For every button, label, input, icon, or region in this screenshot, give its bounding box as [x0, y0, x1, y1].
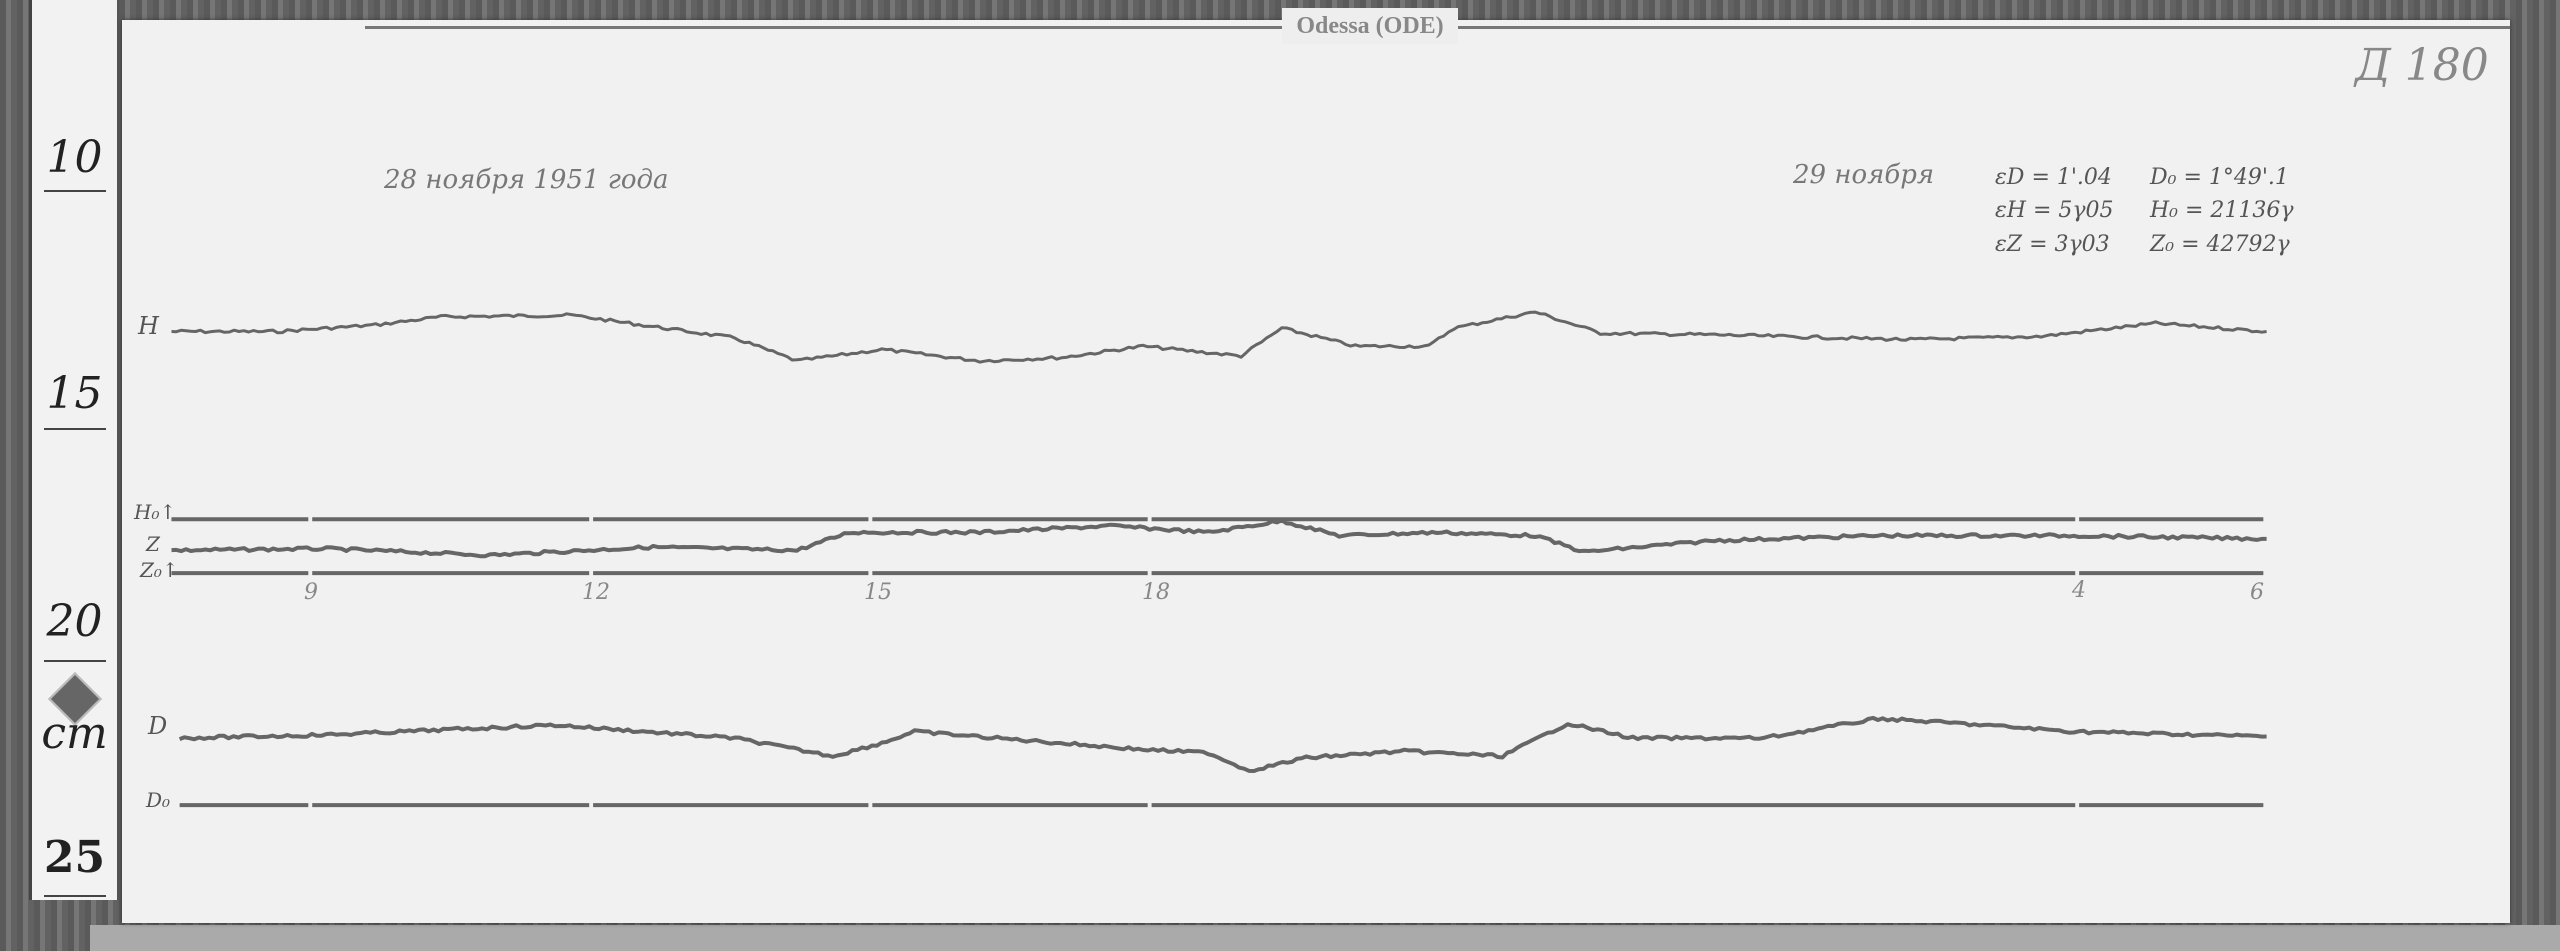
- date-start: 28 ноября 1951 года: [384, 165, 669, 195]
- trace-H: [171, 310, 2267, 364]
- ruler-tick: [44, 660, 106, 662]
- hour-mark: 12: [582, 580, 610, 605]
- constant-eD: εD = 1'.04: [1995, 165, 2112, 190]
- hour-mark: 6: [2250, 580, 2264, 605]
- trace-label-Do: D₀: [146, 788, 171, 812]
- trace-label-Zo: Z₀↑: [140, 558, 179, 582]
- ruler-mark: 10: [46, 132, 103, 183]
- sheet-number: Д 180: [2355, 40, 2489, 91]
- hour-mark: 4: [2072, 578, 2086, 603]
- constant-eZ: εZ = 3γ03: [1995, 232, 2110, 257]
- trace-label-Z: Z: [146, 532, 160, 556]
- date-next: 29 ноября: [1793, 160, 1935, 190]
- magnetogram-sheet: [122, 20, 2510, 923]
- hour-mark: 9: [304, 580, 318, 605]
- constant-D0: D₀ = 1°49'.1: [2150, 165, 2289, 190]
- ruler-mark: 15: [46, 368, 103, 419]
- ruler-tick: [44, 895, 106, 897]
- ruler-mark: 25: [43, 832, 106, 883]
- trace-label-Ho: H₀↑: [134, 500, 177, 524]
- trace-label-H: H: [138, 312, 159, 340]
- constant-Z0: Z₀ = 42792γ: [2150, 232, 2290, 257]
- station-label: Odessa (ODE): [1282, 8, 1458, 44]
- ruler-mark: 20: [46, 596, 103, 647]
- hour-mark: 15: [864, 580, 892, 605]
- ruler-tick: [44, 190, 106, 192]
- lower-sheet-edge: [90, 925, 2560, 951]
- ruler-tick: [44, 428, 106, 430]
- hour-mark: 18: [1142, 580, 1170, 605]
- constant-eH: εH = 5γ05: [1995, 198, 2114, 223]
- ruler-unit: cm: [41, 708, 108, 759]
- scale-ruler: 10 15 20 cm 25: [29, 0, 119, 900]
- trace-label-D: D: [148, 712, 168, 740]
- trace-D: [178, 715, 2267, 773]
- constant-H0: H₀ = 21136γ: [2150, 198, 2294, 223]
- trace-Z: [171, 518, 2267, 559]
